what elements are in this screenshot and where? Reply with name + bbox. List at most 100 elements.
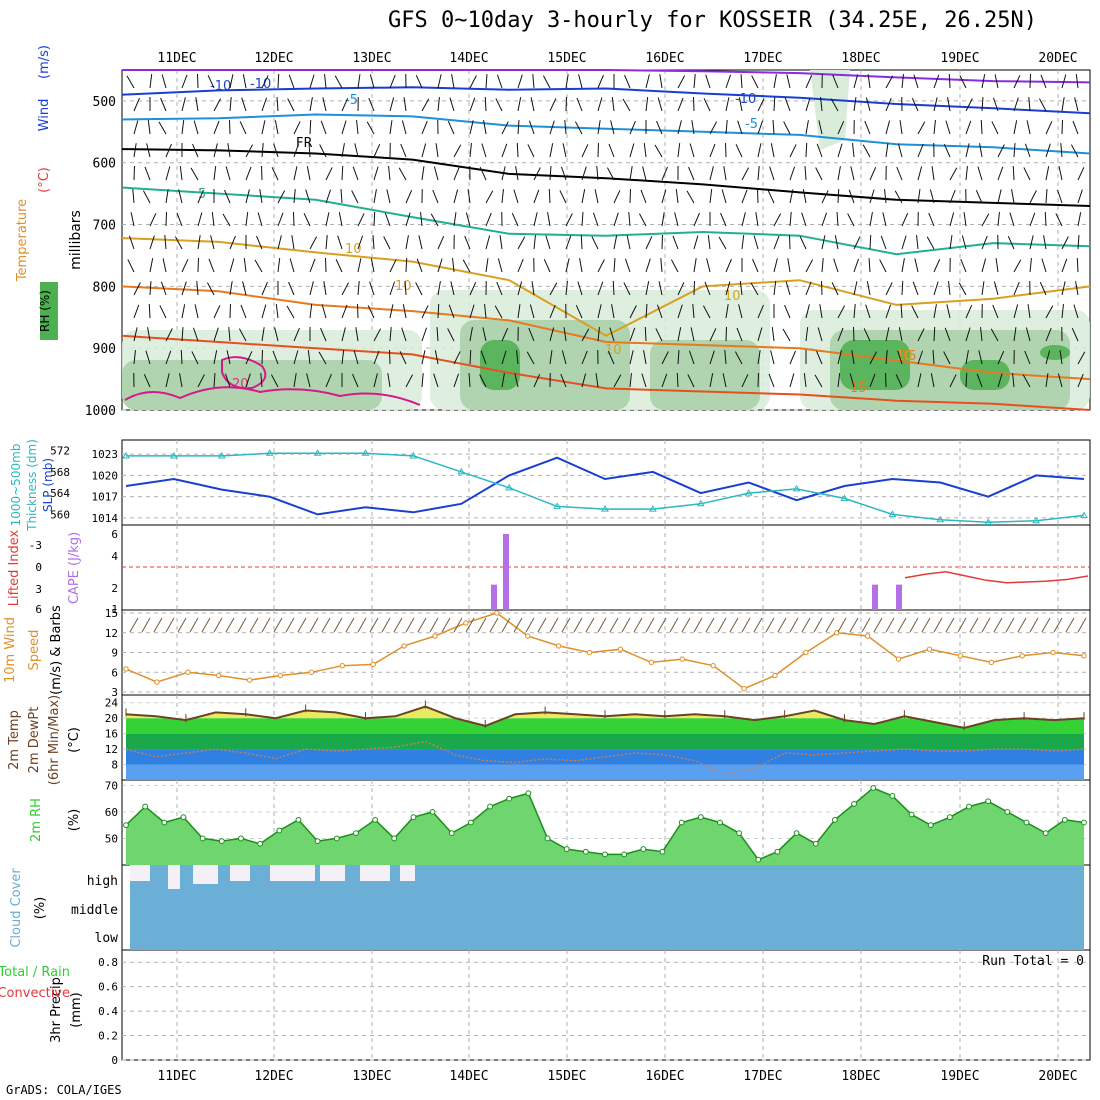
wind-barb: [537, 617, 547, 633]
y-tick-label: 6: [111, 666, 118, 679]
wind-barb: [848, 189, 855, 204]
cloud-level-label: middle: [71, 903, 118, 918]
wind-barb: [1056, 189, 1063, 204]
wind-barb: [453, 373, 460, 388]
wind-barb: [865, 97, 871, 112]
wind-barb: [597, 304, 602, 319]
wind-barb: [969, 617, 979, 633]
thickness-line: [126, 452, 1085, 524]
wind-barb: [1012, 373, 1015, 388]
wind-barb: [270, 374, 279, 388]
wind-barb: [533, 374, 541, 388]
wind-barb: [367, 305, 375, 319]
wind-barb: [851, 350, 855, 365]
wind-barb: [641, 373, 647, 388]
wind-barb: [403, 97, 407, 112]
wind-barb: [222, 213, 231, 227]
wind-barb: [533, 189, 540, 204]
wind-barb: [772, 119, 775, 135]
wind-barb: [165, 143, 172, 158]
wind-barb: [1061, 281, 1066, 296]
wind-barb: [677, 304, 683, 319]
wind-barb: [1013, 259, 1022, 273]
wind-barb: [341, 165, 344, 181]
wind-barb: [804, 165, 807, 181]
rh-marker: [621, 851, 628, 858]
wind-barb: [369, 74, 375, 89]
wind-barb: [901, 74, 904, 89]
wind-barb: [1040, 74, 1047, 89]
wind-barb: [421, 373, 424, 388]
wind-barb: [482, 327, 487, 342]
wind-barb: [688, 166, 695, 181]
wind-barb: [165, 189, 169, 204]
wind-barb: [1013, 120, 1018, 135]
wind-barb: [275, 304, 279, 319]
wind-barb: [513, 617, 523, 633]
rh-marker: [161, 819, 168, 826]
wind-barb: [947, 97, 951, 112]
wind-barb: [725, 258, 732, 273]
wind-barb: [911, 305, 919, 319]
wind-barb: [277, 190, 286, 204]
wind-barb: [847, 213, 855, 227]
wind-barb: [805, 75, 813, 89]
wind-barb: [293, 121, 301, 135]
y-tick-label-right: 1020: [92, 469, 119, 482]
contour-label: -5: [745, 117, 758, 132]
wind-barb: [433, 166, 439, 181]
wind-barb: [229, 97, 232, 112]
wind-barb: [141, 617, 151, 633]
wind-barb: [181, 259, 189, 273]
wind-barb: [133, 120, 139, 135]
wind-barb: [565, 258, 570, 273]
wind-barb: [1077, 373, 1084, 388]
y-axis-label-thickness-unit: Thickness (dm): [25, 439, 39, 532]
wind-barb: [293, 373, 297, 388]
wind-barb: [853, 281, 858, 296]
wind-barb: [133, 304, 140, 319]
y-tick-label-left: 0: [35, 561, 42, 574]
wind-barb: [943, 351, 951, 365]
wind-barb: [965, 372, 968, 388]
wind-barb: [1072, 120, 1079, 135]
wind-barb: [225, 617, 235, 633]
wind-barb: [309, 304, 313, 319]
wind-barb: [597, 97, 603, 112]
wind-barb: [249, 617, 259, 633]
rh-marker: [812, 840, 819, 847]
y-axis-label-cloud: Cloud Cover: [9, 868, 24, 948]
y-axis-label-lifted-index: Lifted Index: [7, 529, 22, 606]
wind-barb: [965, 305, 973, 319]
wind-speed-marker: [648, 659, 655, 666]
wind-barb: [917, 373, 922, 388]
wind-barb: [497, 258, 503, 273]
wind-barb: [164, 235, 167, 250]
wind-barb: [373, 211, 376, 227]
wind-barb: [260, 373, 263, 388]
wind-barb: [334, 75, 343, 89]
rh-shading: [480, 340, 520, 390]
wind-barb: [453, 166, 460, 181]
wind-barb: [1013, 97, 1019, 112]
wind-barb: [548, 188, 551, 204]
wind-barb: [633, 617, 643, 633]
wind-barb: [869, 212, 873, 227]
wind-barb: [693, 617, 703, 633]
x-tick-label-top: 16DEC: [645, 51, 684, 66]
wind-barb: [402, 304, 407, 319]
wind-barb: [213, 372, 216, 388]
wind-barb: [495, 98, 503, 112]
thickness-marker: [265, 449, 274, 456]
wind-barb: [789, 189, 794, 204]
wind-speed-marker: [494, 610, 500, 616]
temperature-contour--10C: [121, 86, 1091, 115]
wind-barb: [129, 617, 139, 633]
wind-barb: [626, 235, 631, 250]
wind-barb: [608, 143, 615, 158]
wind-barb: [853, 74, 859, 89]
wind-barb: [565, 235, 572, 250]
wind-barb: [669, 617, 679, 633]
wind-barb: [686, 190, 695, 204]
wind-barb: [373, 328, 382, 342]
